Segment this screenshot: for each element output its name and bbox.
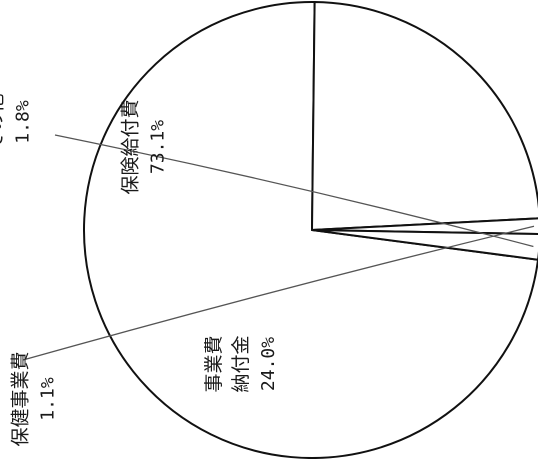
leader-line-group (22, 134, 535, 361)
slice-category-label: 事業費 (203, 335, 225, 392)
slice-category-label: 保健事業費 (10, 351, 32, 446)
slice-category-label: 保険給付費 (120, 99, 142, 194)
slice-value-label: 1.1% (38, 377, 59, 421)
slice-jigyohi-nofukin (311, 1, 538, 231)
slice-value-label: 24.0% (258, 337, 279, 391)
slice-category-label: 納付金 (230, 335, 252, 392)
leader-line-sonota (54, 134, 534, 248)
slice-group (83, 1, 538, 459)
slice-category-label: その他 (0, 93, 7, 150)
label-group: 保険給付費 73.1% 事業費 納付金 24.0% 保健事業費 1.1% その他 1.8% (0, 93, 279, 446)
slice-value-label: 1.8% (13, 100, 34, 144)
leader-line-hoken-jigyohi (22, 225, 535, 361)
slice-value-label: 73.1% (148, 120, 169, 174)
slice-sonota (311, 229, 538, 261)
